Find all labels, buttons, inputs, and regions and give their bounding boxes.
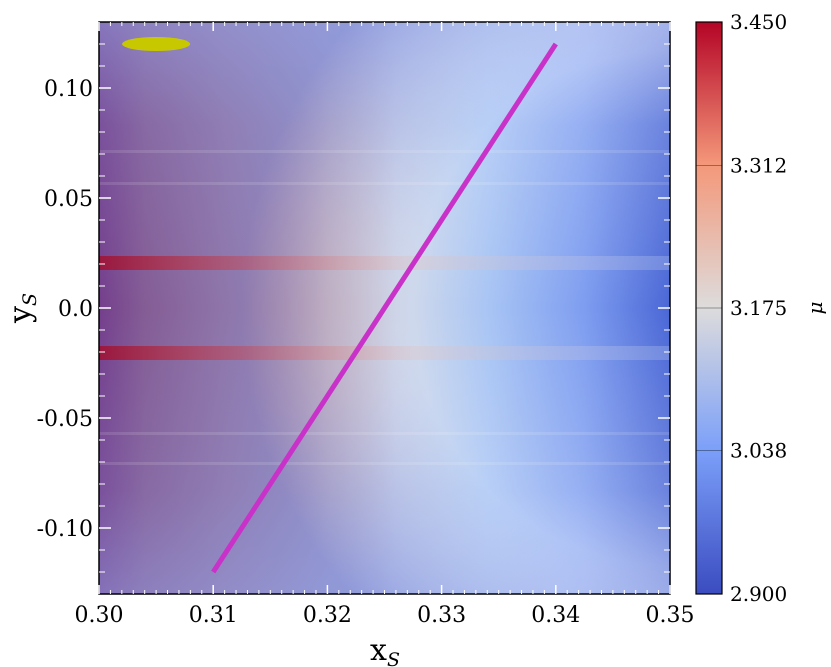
colorbar-tick-label: 2.900 bbox=[730, 582, 787, 606]
x-tick-label: 0.30 bbox=[75, 603, 124, 628]
marker-ellipse bbox=[122, 37, 191, 51]
colorbar bbox=[695, 21, 723, 595]
colorbar-tick-label: 3.175 bbox=[730, 296, 787, 320]
x-tick-label: 0.35 bbox=[646, 603, 695, 628]
y-axis-title: yS bbox=[3, 293, 41, 324]
x-axis-title: xS bbox=[370, 633, 400, 667]
ridge-lower bbox=[99, 346, 670, 360]
colorbar-tick-label: 3.038 bbox=[730, 438, 787, 462]
path-line bbox=[211, 42, 558, 574]
colorbar-label: μ bbox=[803, 302, 827, 315]
ridge-upper bbox=[99, 256, 670, 270]
y-tick-label: 0.05 bbox=[44, 187, 93, 212]
y-tick-label: 0.0 bbox=[58, 297, 93, 322]
x-tick-label: 0.34 bbox=[531, 603, 580, 628]
y-tick-label: 0.10 bbox=[44, 77, 93, 102]
colorbar-tick-label: 3.450 bbox=[730, 10, 787, 34]
y-tick-label: -0.05 bbox=[37, 407, 93, 432]
y-tick-label: -0.10 bbox=[37, 517, 93, 542]
colorbar-tick-label: 3.312 bbox=[730, 154, 787, 178]
x-tick-label: 0.32 bbox=[303, 603, 352, 628]
x-tick-label: 0.31 bbox=[189, 603, 238, 628]
x-tick-label: 0.33 bbox=[417, 603, 466, 628]
